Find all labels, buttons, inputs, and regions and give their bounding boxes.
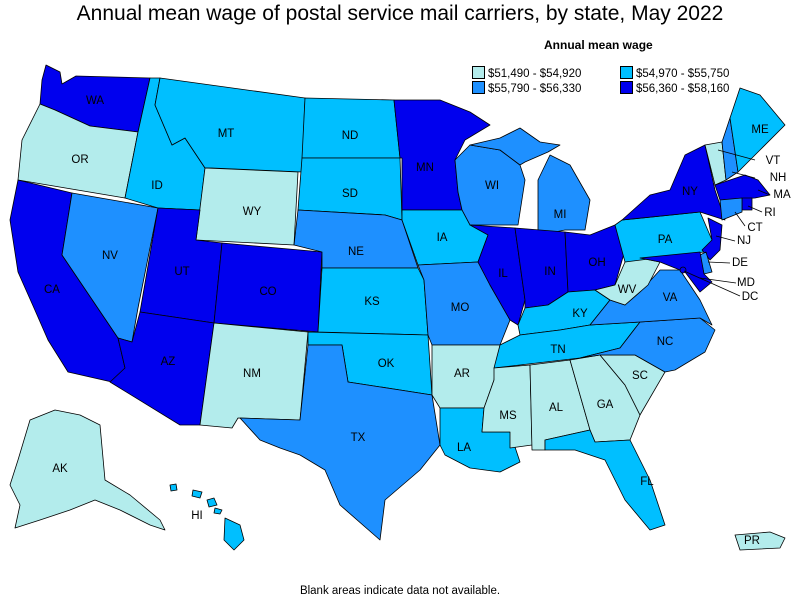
state-label-OR: OR [71, 154, 88, 166]
legend-swatch [472, 66, 485, 79]
state-label-AZ: AZ [161, 356, 176, 368]
state-label-MD: MD [737, 277, 755, 289]
leader-lines [683, 149, 771, 297]
legend: Annual mean wage $51,490 - $54,920 $54,9… [470, 38, 800, 98]
state-label-NE: NE [348, 246, 364, 258]
state-label-FL: FL [640, 476, 654, 488]
legend-swatch [620, 81, 633, 94]
leader-line-DC [683, 270, 741, 297]
state-MI-upper[interactable] [469, 127, 561, 166]
state-MD[interactable] [639, 251, 713, 293]
state-label-MO: MO [451, 302, 470, 314]
state-labels: WA OR CA NV ID MT WY UT AZ CO NM ND SD NE KS OK TX MN IA MO… [44, 95, 791, 547]
state-label-IN: IN [544, 266, 556, 278]
state-NC[interactable] [579, 317, 716, 373]
state-label-HI: HI [191, 510, 203, 522]
state-label-PR: PR [744, 535, 760, 547]
state-label-NJ: NJ [737, 235, 751, 247]
state-RI[interactable] [741, 197, 753, 211]
state-label-AR: AR [454, 368, 470, 380]
state-HI[interactable] [169, 483, 245, 551]
state-AK[interactable] [9, 409, 166, 531]
state-label-MI: MI [554, 209, 567, 221]
legend-swatch [472, 81, 485, 94]
state-PR[interactable] [734, 531, 786, 551]
map-title: Annual mean wage of postal service mail … [76, 2, 724, 25]
state-label-ME: ME [751, 124, 769, 136]
state-label-ID: ID [151, 180, 163, 192]
state-label-WI: WI [485, 180, 499, 192]
state-label-NC: NC [657, 336, 674, 348]
leader-line-NJ [715, 235, 736, 242]
state-label-IL: IL [498, 268, 508, 280]
state-TX[interactable] [239, 344, 441, 541]
state-label-MS: MS [499, 410, 517, 422]
legend-item-bin-4: $56,360 - $58,160 [620, 81, 729, 95]
state-label-SD: SD [342, 188, 358, 200]
leader-line-MD [699, 277, 737, 284]
state-label-DC: DC [742, 291, 759, 303]
state-label-SC: SC [632, 370, 648, 382]
state-label-MN: MN [416, 162, 434, 174]
legend-item-bin-3: $55,790 - $56,330 [472, 81, 581, 95]
leader-line-MA [757, 189, 771, 196]
state-label-AL: AL [549, 402, 564, 414]
state-label-WA: WA [86, 95, 104, 107]
state-label-VT: VT [766, 155, 781, 167]
state-label-WY: WY [243, 206, 262, 218]
state-label-TN: TN [550, 344, 565, 356]
state-label-NY: NY [682, 186, 698, 198]
state-label-RI: RI [764, 207, 776, 219]
state-ME[interactable] [729, 87, 786, 173]
state-label-TX: TX [351, 432, 366, 444]
state-label-OH: OH [588, 257, 605, 269]
state-FL[interactable] [544, 429, 666, 531]
legend-item-bin-1: $51,490 - $54,920 [472, 66, 581, 80]
state-label-VA: VA [663, 292, 678, 304]
leader-line-DE [707, 261, 731, 264]
state-label-CT: CT [747, 222, 762, 234]
state-label-CO: CO [259, 286, 276, 298]
state-DC[interactable] [679, 266, 687, 274]
legend-item-bin-2: $54,970 - $55,750 [620, 66, 729, 80]
state-CT[interactable] [719, 197, 743, 221]
state-label-AK: AK [52, 463, 68, 475]
state-label-MA: MA [773, 189, 791, 201]
state-label-UT: UT [174, 266, 189, 278]
legend-swatch [620, 66, 633, 79]
leader-line-CT [734, 211, 746, 227]
state-label-NM: NM [243, 368, 261, 380]
state-label-NV: NV [102, 250, 118, 262]
state-label-KY: KY [572, 308, 588, 320]
state-label-LA: LA [457, 442, 471, 454]
state-label-IA: IA [437, 232, 448, 244]
state-label-NH: NH [770, 172, 787, 184]
state-label-PA: PA [658, 234, 673, 246]
state-label-KS: KS [364, 296, 380, 308]
state-label-MT: MT [218, 128, 235, 140]
state-ND[interactable] [301, 97, 401, 159]
leader-line-VT [717, 149, 756, 161]
state-label-CA: CA [44, 284, 60, 296]
state-label-OK: OK [378, 358, 395, 370]
state-label-ND: ND [342, 130, 359, 142]
state-label-WV: WV [618, 284, 637, 296]
legend-title: Annual mean wage [544, 38, 653, 52]
leader-line-NH [731, 171, 756, 179]
state-NJ[interactable] [701, 217, 723, 261]
leader-line-RI [747, 205, 763, 213]
state-label-GA: GA [597, 399, 614, 411]
footnote: Blank areas indicate data not available. [299, 585, 501, 597]
state-shapes [9, 64, 786, 551]
state-label-DE: DE [732, 257, 748, 269]
